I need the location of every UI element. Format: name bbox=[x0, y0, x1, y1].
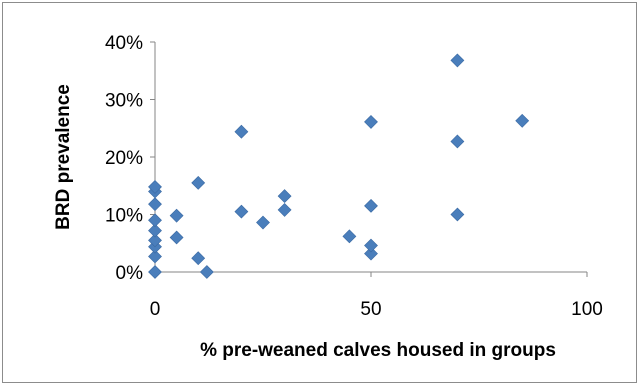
data-point bbox=[450, 207, 465, 222]
y-tick-label: 20% bbox=[105, 148, 143, 169]
axes bbox=[154, 42, 587, 273]
data-point bbox=[342, 229, 357, 244]
y-tick-label: 30% bbox=[105, 91, 143, 112]
y-tick-label: 0% bbox=[116, 263, 144, 284]
data-point bbox=[450, 53, 465, 68]
data-point bbox=[148, 197, 162, 212]
data-point bbox=[364, 115, 378, 129]
data-point bbox=[256, 215, 270, 230]
x-ticks: 0 50 100 bbox=[150, 272, 603, 320]
data-point bbox=[234, 204, 249, 219]
data-points bbox=[148, 53, 530, 279]
data-point bbox=[234, 124, 249, 139]
data-point bbox=[148, 249, 162, 264]
x-tick-label: 0 bbox=[150, 299, 161, 320]
data-point bbox=[191, 175, 206, 190]
data-point bbox=[169, 230, 184, 245]
data-point bbox=[364, 246, 378, 261]
y-axis-title: BRD prevalence bbox=[53, 84, 74, 230]
y-tick-label: 10% bbox=[105, 206, 143, 227]
data-point bbox=[148, 213, 162, 228]
data-point bbox=[148, 179, 162, 194]
data-point bbox=[199, 265, 214, 279]
data-point bbox=[515, 113, 530, 128]
x-axis-title: % pre-weaned calves housed in groups bbox=[200, 340, 556, 361]
data-point bbox=[148, 223, 162, 238]
y-ticks: 0% 10% 20% 30% 40% bbox=[105, 33, 155, 284]
data-point bbox=[148, 265, 162, 279]
data-point bbox=[277, 202, 292, 217]
y-tick-label: 40% bbox=[105, 33, 143, 54]
x-tick-label: 100 bbox=[571, 299, 603, 320]
data-point bbox=[148, 233, 162, 248]
data-point bbox=[191, 251, 206, 266]
data-point bbox=[450, 134, 465, 149]
data-point bbox=[169, 208, 184, 223]
data-point bbox=[364, 198, 378, 213]
chart-frame bbox=[2, 2, 637, 383]
data-point bbox=[364, 238, 378, 253]
x-tick-label: 50 bbox=[360, 299, 381, 320]
data-point bbox=[277, 189, 292, 204]
